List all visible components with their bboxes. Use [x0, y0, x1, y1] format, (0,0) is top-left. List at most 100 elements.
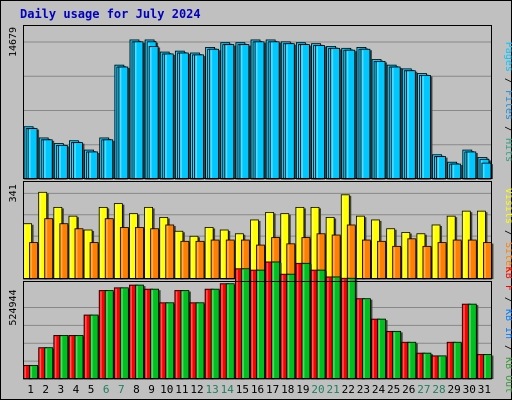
- bar-highlight: [60, 224, 63, 278]
- bar-highlight: [393, 247, 396, 278]
- bar-highlight: [195, 55, 197, 178]
- bar-highlight: [378, 320, 381, 378]
- bar-highlight: [348, 279, 350, 378]
- bar-highlight: [363, 241, 365, 278]
- bar-highlight: [361, 50, 364, 179]
- bar-highlight: [104, 140, 107, 178]
- bar-highlight: [166, 303, 169, 378]
- bar-highlight: [469, 305, 471, 378]
- bar-highlight: [115, 288, 117, 378]
- bar-highlight: [478, 355, 480, 378]
- bar-highlight: [45, 219, 48, 278]
- bar-highlight: [272, 262, 275, 378]
- x-tick-label-day-17: 17: [266, 383, 279, 396]
- x-tick-label-day-18: 18: [281, 383, 294, 396]
- bar-highlight: [75, 336, 78, 378]
- bar-highlight: [29, 129, 31, 178]
- bar-highlight: [39, 348, 42, 378]
- legend-entry: Files: [503, 90, 512, 120]
- bar-highlight: [236, 269, 238, 378]
- bar-highlight: [196, 242, 199, 278]
- bar-highlight: [106, 291, 108, 378]
- bar-highlight: [24, 224, 27, 278]
- bar-highlight: [482, 164, 485, 178]
- legend-entry: /: [503, 72, 512, 90]
- bar-highlight: [272, 238, 275, 278]
- x-tick-label-day-23: 23: [357, 383, 370, 396]
- bar-highlight: [85, 231, 87, 278]
- bar-highlight: [206, 228, 208, 278]
- x-tick-label-day-19: 19: [296, 383, 309, 396]
- bar-highlight: [85, 316, 87, 378]
- bar-highlight: [236, 234, 238, 278]
- legend-entry: Hits: [503, 138, 512, 162]
- bar-highlight: [150, 47, 152, 178]
- bar-highlight: [212, 290, 214, 378]
- panel-hits-max-label: 14679: [8, 27, 19, 57]
- bar-highlight: [39, 193, 42, 278]
- bar-highlight: [251, 220, 253, 278]
- bar-highlight: [327, 277, 329, 378]
- x-tick-label-day-29: 29: [448, 383, 461, 396]
- bar-highlight: [312, 271, 314, 378]
- bar-highlight: [44, 140, 46, 178]
- bar-highlight: [363, 299, 365, 378]
- bar-highlight: [407, 71, 409, 178]
- bar-highlight: [423, 247, 426, 278]
- bar-highlight: [145, 290, 148, 378]
- x-tick-label-day-24: 24: [372, 383, 386, 396]
- panel-visits: 341 Visits / Sites: [8, 181, 512, 280]
- bar-highlight: [378, 242, 381, 278]
- bar-highlight: [180, 54, 182, 178]
- bar-highlight: [30, 366, 33, 378]
- bar-highlight: [402, 233, 405, 278]
- bar-highlight: [417, 234, 420, 278]
- x-tick-label-day-6: 6: [103, 383, 110, 396]
- bar-highlight: [454, 343, 456, 378]
- bar-highlight: [145, 208, 148, 278]
- bar-highlight: [227, 241, 229, 278]
- bar-highlight: [100, 291, 102, 378]
- bar-highlight: [196, 303, 199, 378]
- bar-highlight: [312, 208, 314, 278]
- bar-highlight: [240, 45, 243, 178]
- bar-highlight: [181, 291, 184, 378]
- legend-entry: /: [503, 224, 512, 242]
- bar-highlight: [467, 152, 470, 178]
- bar-highlight: [227, 284, 229, 378]
- legend-entry: /: [503, 339, 512, 357]
- x-tick-label-day-7: 7: [118, 383, 125, 396]
- x-tick-labels: 1 2 3 4 5 6 7 8 9 10 11 12 13 14 15 16 17 18 19 20 21 22 23 24 2…: [27, 383, 491, 396]
- bar-highlight: [130, 286, 132, 378]
- bar-highlight: [89, 152, 92, 178]
- bar-highlight: [408, 239, 411, 278]
- bar-highlight: [206, 290, 208, 378]
- panel-hits: 14679 Pages / Files / Hits: [8, 25, 512, 180]
- bar-highlight: [333, 236, 335, 278]
- bar-highlight: [439, 243, 441, 278]
- bar-highlight: [393, 332, 396, 378]
- bar-highlight: [318, 234, 320, 278]
- bar-highlight: [484, 243, 486, 278]
- bar-highlight: [221, 284, 223, 378]
- bar-highlight: [469, 241, 471, 278]
- bar-highlight: [54, 208, 57, 278]
- bar-highlight: [422, 76, 424, 178]
- bar-highlight: [333, 277, 335, 378]
- bar-highlight: [134, 42, 137, 178]
- x-tick-label-day-14: 14: [221, 383, 235, 396]
- bar-highlight: [402, 343, 405, 378]
- bar-highlight: [160, 218, 163, 278]
- bar-highlight: [136, 286, 138, 378]
- legend-entry: KB Out: [503, 357, 512, 393]
- bar-highlight: [342, 279, 344, 378]
- bar-highlight: [160, 303, 163, 378]
- bar-highlight: [91, 243, 93, 278]
- bar-highlight: [242, 269, 244, 378]
- bar-highlight: [30, 243, 33, 278]
- bar-highlight: [408, 343, 411, 378]
- bar-highlight: [210, 50, 213, 179]
- bar-highlight: [437, 157, 440, 178]
- panel-kbytes-border: [23, 281, 492, 379]
